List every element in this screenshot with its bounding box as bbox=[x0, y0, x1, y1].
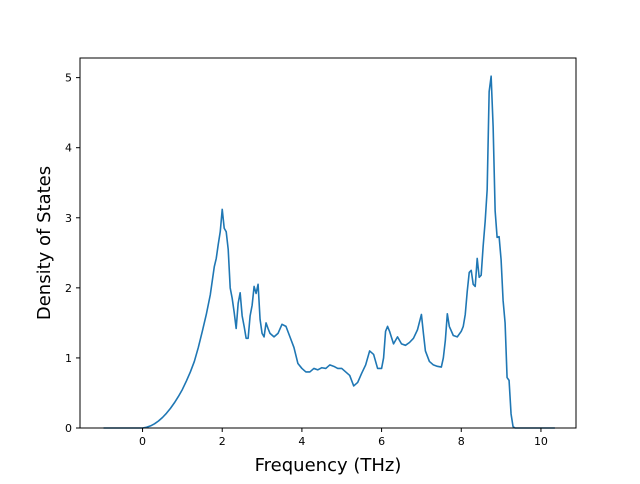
y-tick-label: 5 bbox=[65, 72, 72, 85]
x-tick-label: 4 bbox=[298, 435, 305, 448]
x-axis-label: Frequency (THz) bbox=[255, 455, 402, 476]
plot-area bbox=[103, 75, 555, 429]
y-tick-label: 0 bbox=[65, 422, 72, 435]
x-tick-label: 10 bbox=[534, 435, 548, 448]
x-axis-ticks: 0 2 4 6 8 10 bbox=[139, 428, 548, 448]
x-tick-label: 0 bbox=[139, 435, 146, 448]
y-axis-ticks: 0 1 2 3 4 5 bbox=[65, 72, 80, 435]
y-tick-label: 4 bbox=[65, 142, 72, 155]
x-tick-label: 6 bbox=[378, 435, 385, 448]
axes-frame bbox=[79, 57, 577, 429]
dos-line-series bbox=[103, 75, 555, 429]
y-axis-label: Density of States bbox=[34, 166, 55, 320]
y-tick-label: 3 bbox=[65, 212, 72, 225]
y-tick-label: 2 bbox=[65, 282, 72, 295]
x-tick-label: 8 bbox=[458, 435, 465, 448]
x-tick-label: 2 bbox=[219, 435, 226, 448]
y-tick-label: 1 bbox=[65, 352, 72, 365]
